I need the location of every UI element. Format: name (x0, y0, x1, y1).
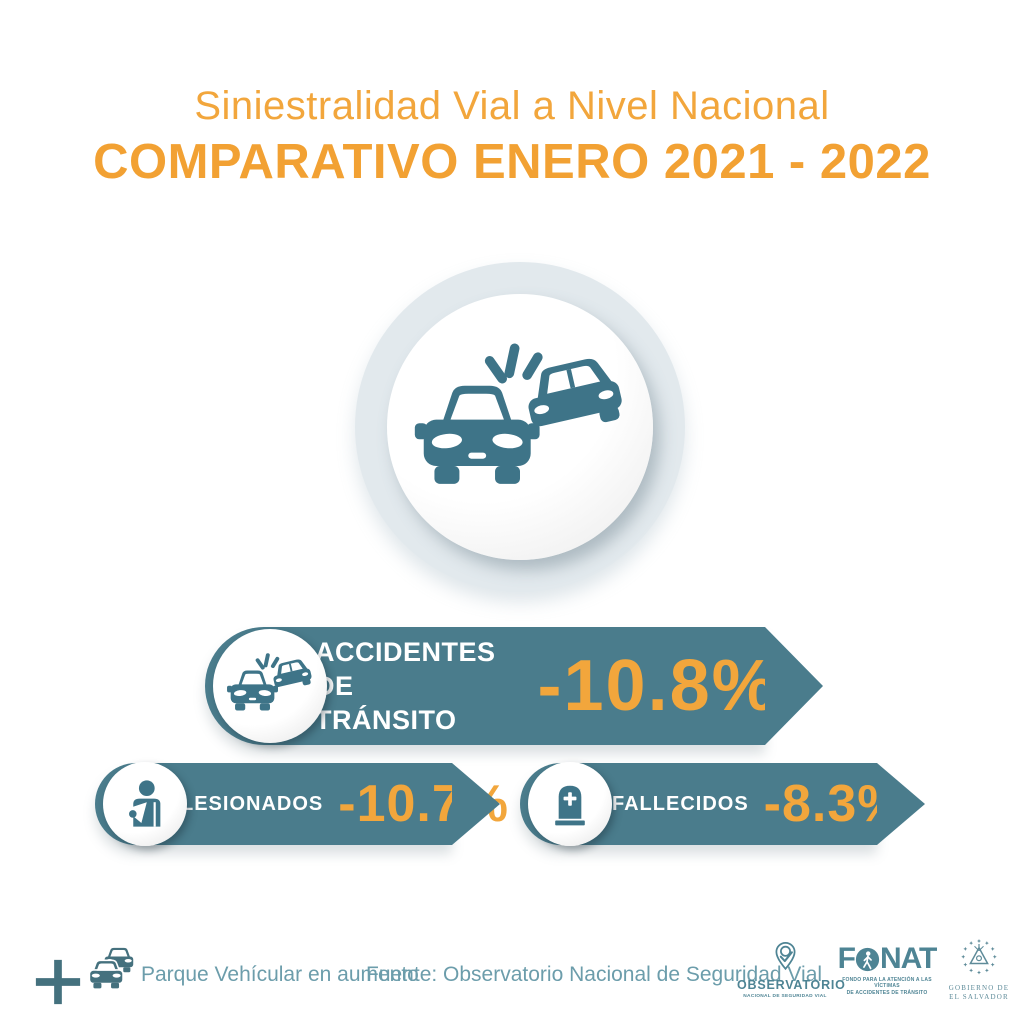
el-salvador-coat-of-arms-icon (955, 964, 1003, 981)
car-crash-icon (413, 343, 627, 512)
logo-gobierno-text: GOBIERNO DE EL SALVADOR (948, 984, 1010, 1001)
page-subtitle: COMPARATIVO ENERO 2021 - 2022 (93, 135, 931, 189)
logo-fonat-subtext: FONDO PARA LA ATENCIÓN A LAS VÍCTIMAS DE… (842, 976, 932, 996)
stat-label: LESIONADOS (181, 792, 324, 815)
stat-value: -10.8% (537, 646, 778, 726)
banner-content: ACCIDENTES DE TRÁNSITO -10.8% (205, 635, 778, 737)
stat-label: ACCIDENTES DE TRÁNSITO (315, 637, 496, 735)
footer-source: Fuente: Observatorio Nacional de Segurid… (366, 963, 823, 986)
stat-banner-accidentes: ACCIDENTES DE TRÁNSITO -10.8% (205, 627, 823, 745)
footer-note: Parque Vehícular en aumento (141, 963, 419, 986)
logo-observatorio-name: OBSERVATORIO (737, 978, 846, 992)
injured-person-icon (103, 762, 187, 846)
logo-observatorio-subtext: NACIONAL DE SEGURIDAD VIAL (743, 993, 827, 999)
banner-arrow (765, 627, 823, 745)
stat-banner-fallecidos: FALLECIDOS -8.3% (520, 762, 925, 846)
walking-person-icon (854, 946, 880, 972)
banner-content: LESIONADOS -10.7% (95, 774, 509, 834)
location-pin-check-icon (772, 941, 799, 975)
traffic-cars-icon (87, 946, 141, 999)
logo-fonat: F NAT FONDO PARA LA ATENCIÓN A LAS VÍCTI… (833, 944, 941, 996)
tombstone-icon (528, 762, 612, 846)
logo-gobierno-el-salvador: GOBIERNO DE EL SALVADOR (946, 938, 1012, 1002)
logo-observatorio: OBSERVATORIO NACIONAL DE SEGURIDAD VIAL (737, 941, 846, 999)
car-crash-icon (213, 629, 327, 743)
stat-label: FALLECIDOS (612, 792, 749, 815)
header: Siniestralidad Vial a Nivel Nacional COM… (0, 84, 1024, 190)
logo-fonat-wordmark: F NAT (837, 942, 938, 975)
page-title: Siniestralidad Vial a Nivel Nacional (194, 84, 830, 128)
plus-icon (33, 957, 83, 1012)
hero-circle (387, 294, 653, 560)
stat-banner-lesionados: LESIONADOS -10.7% (95, 762, 508, 846)
hero-circle-ring (355, 262, 685, 592)
